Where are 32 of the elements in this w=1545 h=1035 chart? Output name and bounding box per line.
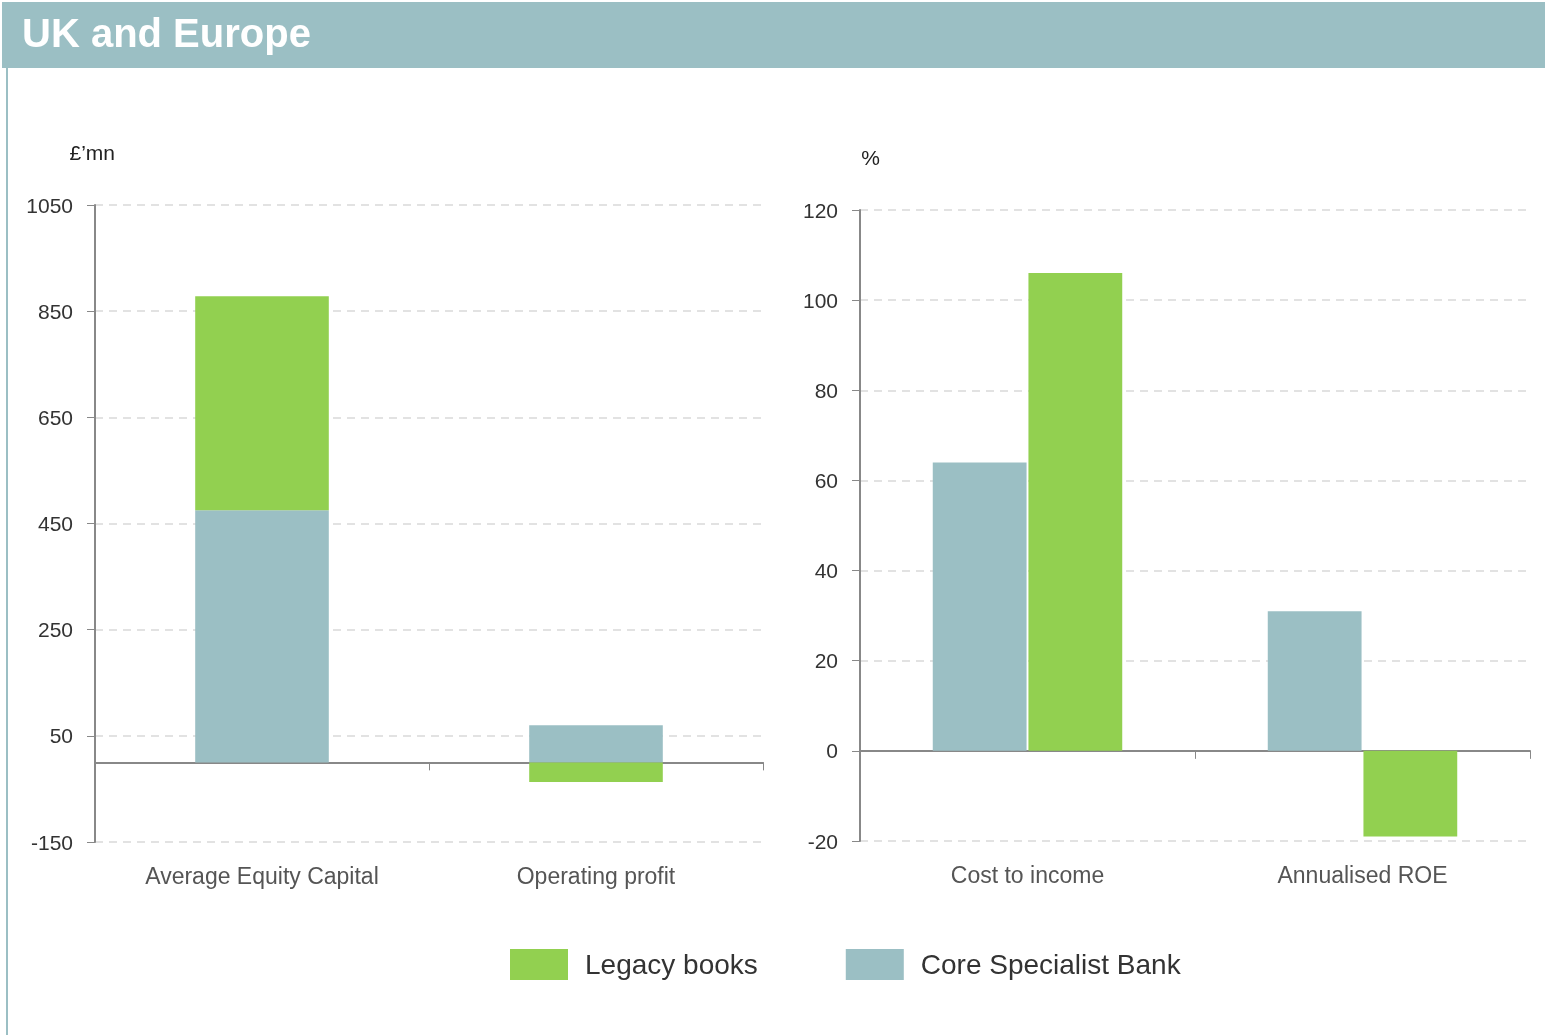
y-tick-label: 50	[49, 724, 73, 748]
legend-label: Legacy books	[585, 949, 758, 980]
bar	[1267, 611, 1362, 751]
bar	[195, 296, 329, 511]
y-tick-label: 20	[814, 649, 838, 673]
x-tick-label: Operating profit	[516, 862, 676, 889]
y-tick-label: 0	[826, 739, 838, 763]
x-tick-label: Average Equity Capital	[145, 862, 379, 889]
bar	[529, 762, 663, 783]
y-tick-label: 250	[37, 618, 73, 642]
x-tick-label: Annualised ROE	[1277, 861, 1448, 888]
y-tick-label: 100	[802, 288, 838, 312]
y-tick-label: 80	[814, 378, 838, 402]
bar	[529, 725, 663, 763]
y-tick-label: 450	[37, 512, 73, 535]
y-axis-title: %	[861, 146, 880, 169]
bar	[1028, 273, 1123, 751]
bar	[932, 462, 1027, 751]
y-axis-title: £’mn	[69, 141, 115, 164]
y-tick-label: -20	[807, 829, 838, 853]
bar	[195, 510, 329, 763]
y-tick-label: 40	[814, 559, 838, 583]
legend-label: Core Specialist Bank	[920, 949, 1182, 980]
y-tick-label: 650	[37, 405, 73, 429]
bar	[1363, 750, 1458, 837]
y-tick-label: 120	[802, 198, 838, 222]
y-tick-label: 60	[814, 468, 838, 492]
y-tick-label: -150	[30, 830, 73, 854]
y-tick-label: 850	[37, 299, 73, 323]
x-tick-label: Cost to income	[950, 861, 1105, 888]
chart-title: UK and Europe	[2, 2, 1545, 68]
y-tick-label: 1050	[26, 193, 73, 217]
